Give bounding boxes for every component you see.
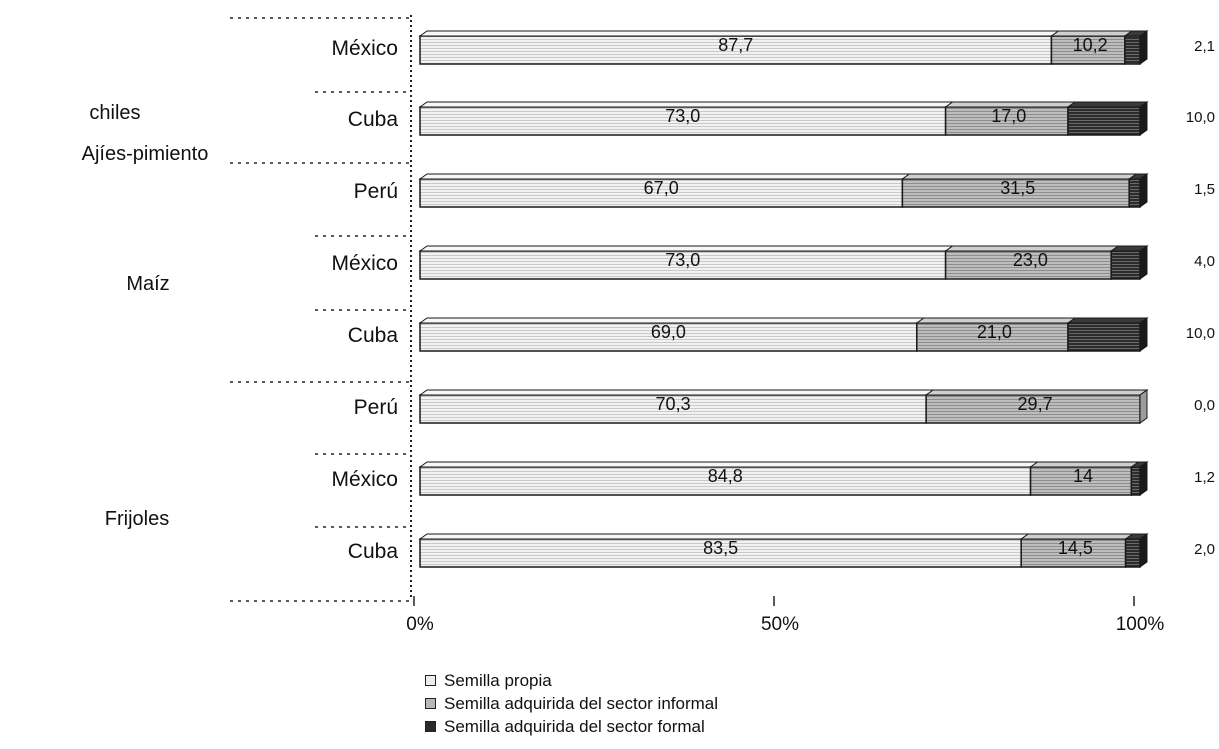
data-label: 2,0 <box>1194 541 1215 558</box>
bar-segment <box>1029 466 1133 496</box>
data-label: 10,0 <box>1186 109 1215 126</box>
data-label: 23,0 <box>1013 250 1048 270</box>
bar-segment <box>1067 106 1141 136</box>
bar-side <box>1139 30 1148 65</box>
group-label: chiles <box>89 102 140 124</box>
data-label: 83,5 <box>703 538 738 558</box>
legend-label-propia: Semilla propia <box>444 670 552 690</box>
legend-item-informal: Semilla adquirida del sector informal <box>425 692 718 715</box>
data-label: 1,2 <box>1194 469 1215 486</box>
data-label: 4,0 <box>1194 253 1215 270</box>
legend-item-propia: Semilla propia <box>425 669 718 692</box>
bar-segment-top <box>1066 317 1149 324</box>
bar-side <box>1139 533 1148 568</box>
bar-segment <box>419 178 904 208</box>
group-label: Maíz <box>126 273 169 295</box>
group-label: Frijoles <box>105 508 169 530</box>
data-label: 29,7 <box>1018 394 1053 414</box>
data-label: 2,1 <box>1194 38 1215 55</box>
x-tick-label: 50% <box>761 614 799 635</box>
bar-side <box>1139 317 1148 352</box>
data-label: 1,5 <box>1194 181 1215 198</box>
data-label: 69,0 <box>651 322 686 342</box>
bar-segment <box>419 250 947 280</box>
data-label: 73,0 <box>665 106 700 126</box>
bar-segment <box>419 106 947 136</box>
data-label: 17,0 <box>991 106 1026 126</box>
legend: Semilla propia Semilla adquirida del sec… <box>425 669 718 738</box>
category-label: Cuba <box>348 540 399 563</box>
legend-label-formal: Semilla adquirida del sector formal <box>444 716 705 736</box>
bar-segment <box>1110 250 1141 280</box>
data-label: 87,7 <box>718 35 753 55</box>
legend-swatch-informal <box>425 698 436 709</box>
data-label: 14 <box>1073 466 1093 486</box>
category-label: Perú <box>354 180 398 203</box>
data-label: 21,0 <box>977 322 1012 342</box>
x-tick-label: 0% <box>406 614 434 635</box>
data-label: 70,3 <box>656 394 691 414</box>
data-label: 10,0 <box>1186 325 1215 342</box>
category-label: Cuba <box>348 324 399 347</box>
data-label: 67,0 <box>644 178 679 198</box>
bar-side <box>1139 173 1148 208</box>
legend-swatch-propia <box>425 675 436 686</box>
category-label: Cuba <box>348 108 399 131</box>
bar-segment <box>419 538 1022 568</box>
bar-segment <box>1020 538 1127 568</box>
bar-segment <box>1124 538 1141 568</box>
data-label: 84,8 <box>708 466 743 486</box>
category-label: México <box>331 468 398 491</box>
group-label: Ajíes-pimiento <box>82 143 209 165</box>
bar-segment <box>1130 466 1141 496</box>
bar-segment <box>419 322 918 352</box>
bar-segment <box>925 394 1141 424</box>
data-label: 0,0 <box>1194 397 1215 414</box>
category-label: México <box>331 37 398 60</box>
legend-label-informal: Semilla adquirida del sector informal <box>444 693 719 713</box>
bar-side <box>1139 389 1148 424</box>
bar-side <box>1139 461 1148 496</box>
x-tick-label: 100% <box>1116 614 1165 635</box>
bar-segment <box>1128 178 1141 208</box>
category-label: México <box>331 252 398 275</box>
legend-item-formal: Semilla adquirida del sector formal <box>425 715 718 738</box>
bar-side <box>1139 101 1148 136</box>
bar-segment-top <box>1066 101 1149 108</box>
bar-side <box>1139 245 1148 280</box>
bar-segment <box>944 250 1112 280</box>
data-label: 10,2 <box>1073 35 1108 55</box>
data-label: 31,5 <box>1000 178 1035 198</box>
bar-segment <box>1067 322 1141 352</box>
bar-segment <box>1124 35 1141 65</box>
data-label: 73,0 <box>665 250 700 270</box>
category-label: Perú <box>354 396 398 419</box>
legend-swatch-formal <box>425 721 436 732</box>
data-label: 14,5 <box>1058 538 1093 558</box>
